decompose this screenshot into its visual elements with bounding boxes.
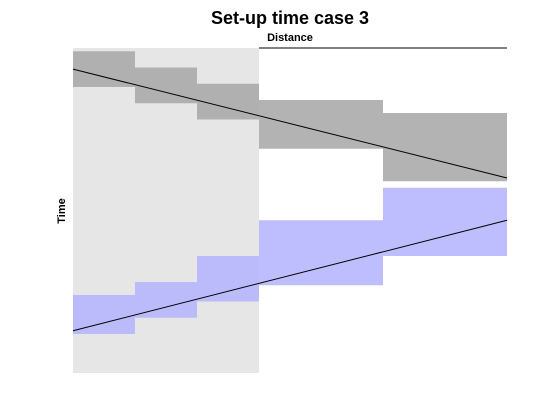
series-2-trend-line <box>72 219 508 332</box>
series-1-band-3 <box>197 83 259 120</box>
series-1 <box>72 51 508 182</box>
series-1-band-4 <box>259 100 383 149</box>
series-1-band-1 <box>73 51 135 87</box>
series-2-band-5 <box>383 187 507 256</box>
y-axis-label: Time <box>56 198 68 223</box>
series-2-band-2 <box>135 282 197 318</box>
chart-title: Set-up time case 3 <box>211 8 369 28</box>
series-2-band-1 <box>73 295 135 334</box>
series-2 <box>72 187 508 334</box>
series-1-band-5 <box>383 113 507 182</box>
x-axis-label: Distance <box>267 32 313 44</box>
series-1-trend-line <box>72 68 508 179</box>
series-2-band-3 <box>197 256 259 302</box>
plot-area <box>72 47 508 373</box>
series-layer <box>72 51 508 334</box>
series-2-band-4 <box>259 220 383 286</box>
